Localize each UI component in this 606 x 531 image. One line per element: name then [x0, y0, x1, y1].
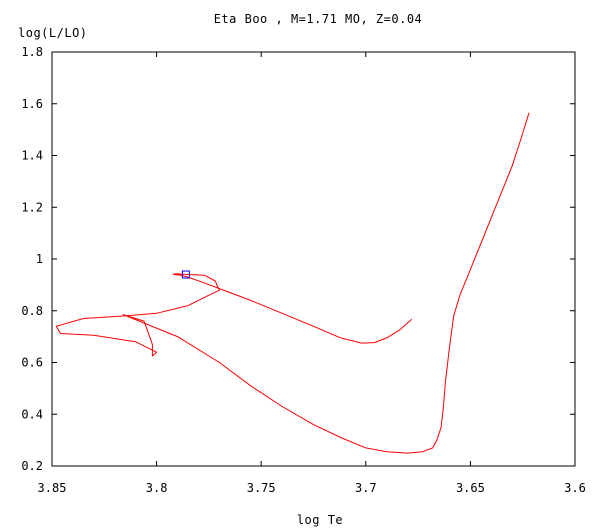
evolution-track-line [55, 112, 530, 454]
x-tick-label: 3.65 [456, 481, 485, 495]
y-tick-label: 1.4 [21, 149, 43, 163]
y-tick-label: 1.2 [21, 200, 43, 214]
x-tick-label: 3.75 [247, 481, 276, 495]
plot-area [55, 112, 530, 454]
y-tick-label: 0.6 [21, 356, 43, 370]
y-tick-label: 1.8 [21, 45, 43, 59]
x-tick-label: 3.7 [355, 481, 377, 495]
axis-ticks [51, 51, 576, 467]
x-axis-label: log Te [297, 513, 343, 527]
axis-tick-labels: 3.85 3.8 3.75 3.7 3.65 3.6 0.2 0.4 0.6 0.8 1 1.2 1.4… [21, 45, 586, 495]
y-tick-label: 1.6 [21, 97, 43, 111]
y-tick-label: 0.4 [21, 407, 43, 421]
x-tick-label: 3.8 [146, 481, 168, 495]
y-tick-label: 0.2 [21, 459, 43, 473]
chart-title: Eta Boo , M=1.71 MO, Z=0.04 [214, 12, 423, 26]
current-position-marker [181, 270, 190, 279]
x-tick-label: 3.6 [564, 481, 586, 495]
plot-frame [51, 51, 576, 467]
y-tick-label: 0.8 [21, 304, 43, 318]
x-tick-label: 3.85 [38, 481, 67, 495]
y-tick-label: 1 [36, 252, 43, 266]
y-axis-label: log(L/LO) [18, 26, 88, 40]
